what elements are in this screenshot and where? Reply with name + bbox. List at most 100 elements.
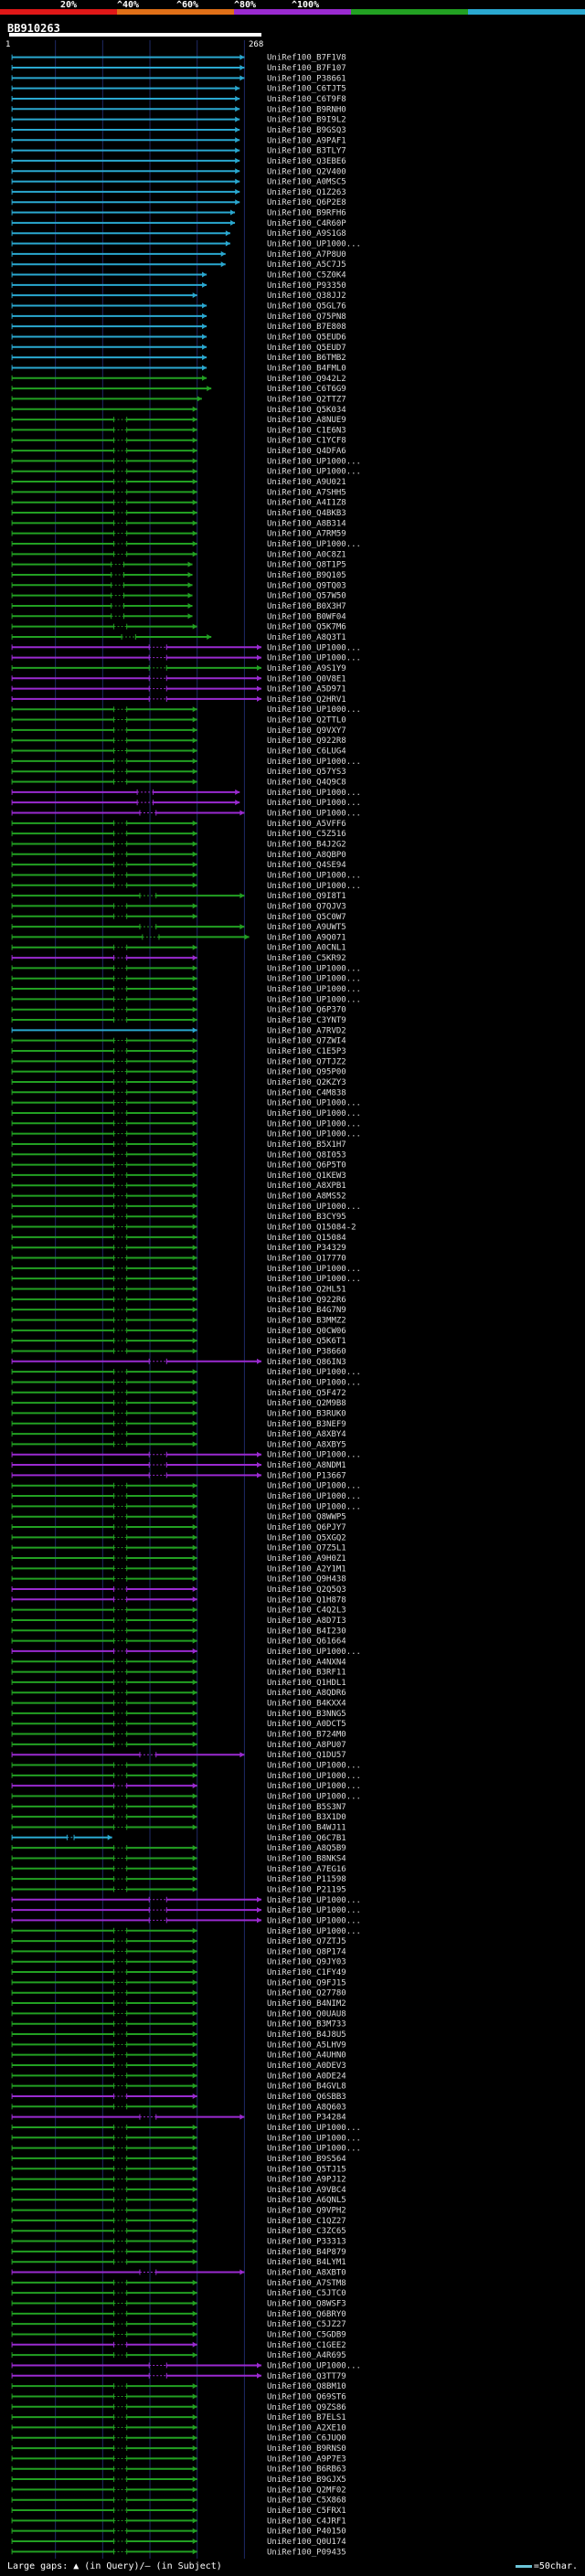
hit-arrow bbox=[192, 2393, 197, 2400]
hit-arrow bbox=[257, 1472, 261, 1479]
hit-label: UniRef100_C1QZ27 bbox=[267, 2217, 346, 2226]
hit-arrow bbox=[192, 417, 197, 423]
hit-arrow bbox=[192, 758, 197, 764]
hit-label: UniRef100_B4KXX4 bbox=[267, 1700, 346, 1709]
hit-arrow bbox=[192, 1648, 197, 1654]
hit-label: UniRef100_A4UHN0 bbox=[267, 2051, 346, 2061]
hit-label: UniRef100_A0DCT5 bbox=[267, 1720, 346, 1729]
hit-label: UniRef100_A8XBY5 bbox=[267, 1440, 346, 1449]
hit-arrow bbox=[192, 1513, 197, 1520]
hit-arrow bbox=[192, 2010, 197, 2017]
hit-arrow bbox=[192, 2539, 197, 2545]
hit-label: UniRef100_UP1000... bbox=[267, 240, 361, 249]
hit-arrow bbox=[192, 427, 197, 433]
hit-label: UniRef100_Q922R6 bbox=[267, 1296, 346, 1305]
hit-label: UniRef100_C5GDB9 bbox=[267, 2330, 346, 2339]
hit-label: UniRef100_UP1000... bbox=[267, 1451, 361, 1460]
hit-label: UniRef100_B0WF04 bbox=[267, 612, 346, 621]
hit-arrow bbox=[192, 2518, 197, 2524]
hit-arrow bbox=[192, 986, 197, 992]
hit-arrow bbox=[192, 2020, 197, 2027]
hit-arrow bbox=[235, 137, 240, 143]
hit-arrow bbox=[239, 64, 245, 70]
hit-label: UniRef100_A8PU07 bbox=[267, 1741, 346, 1750]
hit-label: UniRef100_A7RVD2 bbox=[267, 1026, 346, 1035]
hit-label: UniRef100_UP1000... bbox=[267, 2361, 361, 2370]
hit-arrow bbox=[192, 551, 197, 557]
range-end-label: 268 bbox=[249, 40, 263, 49]
hit-arrow bbox=[192, 1338, 197, 1344]
hit-label: UniRef100_A0MSC5 bbox=[267, 178, 346, 187]
hit-label: UniRef100_B4FML0 bbox=[267, 364, 346, 373]
hit-arrow bbox=[192, 2279, 197, 2285]
hit-label: UniRef100_C1E6N3 bbox=[267, 426, 346, 435]
hit-arrow bbox=[192, 1307, 197, 1313]
hit-label: UniRef100_Q4Q9C8 bbox=[267, 779, 346, 788]
hit-label: UniRef100_UP1000... bbox=[267, 882, 361, 891]
hit-arrow bbox=[192, 716, 197, 723]
hit-arrow bbox=[239, 2269, 245, 2275]
hit-arrow bbox=[192, 747, 197, 754]
hit-label: UniRef100_A2XE10 bbox=[267, 2423, 346, 2433]
hit-arrow bbox=[192, 1151, 197, 1158]
hit-label: UniRef100_Q7QJV3 bbox=[267, 902, 346, 911]
hit-arrow bbox=[192, 1431, 197, 1437]
hit-arrow bbox=[192, 406, 197, 412]
hit-label: UniRef100_Q75PN8 bbox=[267, 313, 346, 322]
hit-label: UniRef100_B4J8U5 bbox=[267, 2030, 346, 2040]
hit-label: UniRef100_A8NDM1 bbox=[267, 1461, 346, 1470]
hit-label: UniRef100_UP1000... bbox=[267, 1130, 361, 1140]
hit-label: UniRef100_P93350 bbox=[267, 281, 346, 291]
hit-label: UniRef100_Q4BKB3 bbox=[267, 509, 346, 518]
hit-label: UniRef100_UP1000... bbox=[267, 789, 361, 798]
hit-arrow bbox=[192, 1379, 197, 1385]
hit-arrow bbox=[192, 437, 197, 443]
hit-label: UniRef100_Q5F472 bbox=[267, 1389, 346, 1398]
hit-label: UniRef100_A4I1Z8 bbox=[267, 499, 346, 508]
hit-label: UniRef100_Q6SBB3 bbox=[267, 2093, 346, 2102]
hit-label: UniRef100_UP1000... bbox=[267, 1378, 361, 1387]
hit-label: UniRef100_B6TMB2 bbox=[267, 354, 346, 363]
hit-label: UniRef100_Q8I053 bbox=[267, 1150, 346, 1160]
hit-arrow bbox=[192, 1554, 197, 1561]
hit-label: UniRef100_Q9VPH2 bbox=[267, 2207, 346, 2216]
hit-label: UniRef100_Q0V8E1 bbox=[267, 674, 346, 684]
hit-label: UniRef100_P34329 bbox=[267, 1244, 346, 1253]
hit-arrow bbox=[192, 1482, 197, 1489]
hit-label: UniRef100_UP1000... bbox=[267, 654, 361, 663]
hit-arrow bbox=[192, 1731, 197, 1737]
query-ruler bbox=[9, 33, 261, 37]
hit-arrow bbox=[192, 779, 197, 785]
hit-label: UniRef100_A8QBP0 bbox=[267, 851, 346, 860]
hit-arrow bbox=[192, 2104, 197, 2110]
hit-label: UniRef100_Q6P370 bbox=[267, 1006, 346, 1015]
hit-arrow bbox=[192, 530, 197, 536]
hit-arrow bbox=[257, 1358, 261, 1364]
hit-label: UniRef100_C1YCF8 bbox=[267, 437, 346, 446]
hit-arrow bbox=[187, 602, 193, 609]
hit-arrow bbox=[235, 85, 240, 91]
hit-label: UniRef100_Q5EUD7 bbox=[267, 344, 346, 353]
hit-label: UniRef100_B0X3H7 bbox=[267, 602, 346, 611]
hit-label: UniRef100_UP1000... bbox=[267, 643, 361, 652]
hit-label: UniRef100_C6LUG4 bbox=[267, 747, 346, 757]
hit-label: UniRef100_P21195 bbox=[267, 1885, 346, 1894]
hit-label: UniRef100_B9Q105 bbox=[267, 571, 346, 580]
hit-arrow bbox=[192, 2248, 197, 2254]
hit-label: UniRef100_Q1DU57 bbox=[267, 1751, 346, 1760]
hit-label: UniRef100_A7STM8 bbox=[267, 2279, 346, 2288]
legend-label-20: 20% bbox=[60, 0, 78, 10]
hit-arrow bbox=[192, 2083, 197, 2089]
hit-arrow bbox=[192, 769, 197, 775]
hit-arrow bbox=[192, 1969, 197, 1976]
hit-arrow bbox=[187, 613, 193, 620]
hit-label: UniRef100_B7ELS1 bbox=[267, 2413, 346, 2422]
hit-label: UniRef100_Q69ST6 bbox=[267, 2392, 346, 2401]
hit-label: UniRef100_B3CY95 bbox=[267, 1213, 346, 1222]
hit-label: UniRef100_Q9VXY7 bbox=[267, 726, 346, 736]
hit-label: UniRef100_Q27780 bbox=[267, 1989, 346, 1998]
hit-label: UniRef100_P11598 bbox=[267, 1875, 346, 1884]
hit-label: UniRef100_B9RNH0 bbox=[267, 105, 346, 114]
hit-label: UniRef100_Q5GL76 bbox=[267, 302, 346, 311]
hit-label: UniRef100_UP1000... bbox=[267, 985, 361, 994]
